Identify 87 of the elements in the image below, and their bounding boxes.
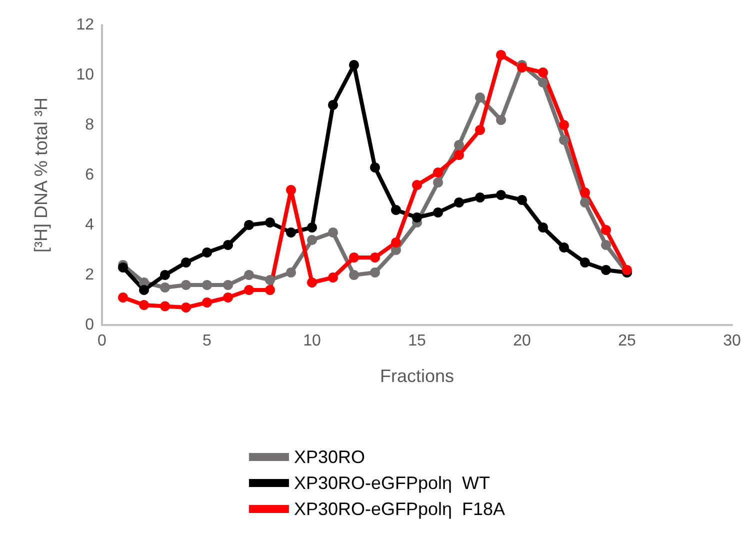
point <box>286 268 296 278</box>
x-tick-label: 10 <box>303 332 321 350</box>
point <box>622 265 632 275</box>
point <box>349 270 359 280</box>
point <box>307 278 317 288</box>
point <box>328 100 338 110</box>
legend-label: XP30RO <box>294 447 365 467</box>
point <box>391 238 401 248</box>
point <box>181 280 191 290</box>
x-tick-label: 20 <box>513 332 531 350</box>
point <box>202 298 212 308</box>
point <box>286 228 296 238</box>
point <box>370 252 380 262</box>
point <box>496 190 506 200</box>
point <box>160 282 170 292</box>
x-tick-label: 15 <box>408 332 426 350</box>
point <box>454 198 464 208</box>
point <box>370 268 380 278</box>
point <box>202 248 212 258</box>
point <box>412 180 422 190</box>
point <box>538 222 548 232</box>
point <box>433 168 443 178</box>
point <box>601 225 611 235</box>
x-tick-label: 5 <box>202 332 212 350</box>
point <box>307 235 317 245</box>
point <box>307 222 317 232</box>
point <box>265 275 275 285</box>
y-tick-label: 4 <box>85 216 94 234</box>
point <box>223 280 233 290</box>
point <box>496 115 506 125</box>
point <box>559 120 569 130</box>
point <box>475 92 485 102</box>
point <box>349 252 359 262</box>
point <box>181 258 191 268</box>
point <box>517 62 527 72</box>
y-tick-label: 0 <box>85 316 94 334</box>
point <box>475 125 485 135</box>
point <box>139 300 149 310</box>
point <box>118 262 128 272</box>
point <box>412 212 422 222</box>
point <box>454 140 464 150</box>
point <box>559 135 569 145</box>
point <box>328 228 338 238</box>
point <box>349 60 359 70</box>
point <box>160 270 170 280</box>
y-tick-label: 10 <box>76 66 94 84</box>
point <box>580 258 590 268</box>
point <box>580 188 590 198</box>
point <box>118 292 128 302</box>
x-tick-label: 30 <box>723 332 741 350</box>
point <box>265 285 275 295</box>
point <box>601 240 611 250</box>
point <box>538 68 548 78</box>
point <box>286 185 296 195</box>
point <box>391 205 401 215</box>
point <box>370 162 380 172</box>
point <box>244 220 254 230</box>
point <box>223 240 233 250</box>
legend-label: XP30RO-eGFPpolη WT <box>294 473 490 493</box>
x-axis-title: Fractions <box>380 366 454 386</box>
point <box>202 280 212 290</box>
y-axis-title: [³H] DNA % total ³H <box>31 97 51 253</box>
point <box>517 195 527 205</box>
point <box>244 270 254 280</box>
point <box>181 302 191 312</box>
x-tick-label: 25 <box>618 332 636 350</box>
point <box>265 218 275 228</box>
point <box>223 292 233 302</box>
point <box>496 50 506 60</box>
y-tick-label: 12 <box>76 16 94 34</box>
point <box>433 178 443 188</box>
point <box>328 272 338 282</box>
point <box>538 78 548 88</box>
point <box>475 192 485 202</box>
point <box>244 285 254 295</box>
y-tick-label: 8 <box>85 116 94 134</box>
point <box>580 198 590 208</box>
y-tick-label: 2 <box>85 266 94 284</box>
y-tick-label: 6 <box>85 166 94 184</box>
x-tick-label: 0 <box>98 332 107 350</box>
point <box>139 285 149 295</box>
legend-label: XP30RO-eGFPpolη F18A <box>294 499 506 519</box>
point <box>160 301 170 312</box>
point <box>601 265 611 275</box>
point <box>433 208 443 218</box>
point <box>454 150 464 160</box>
point <box>559 242 569 252</box>
